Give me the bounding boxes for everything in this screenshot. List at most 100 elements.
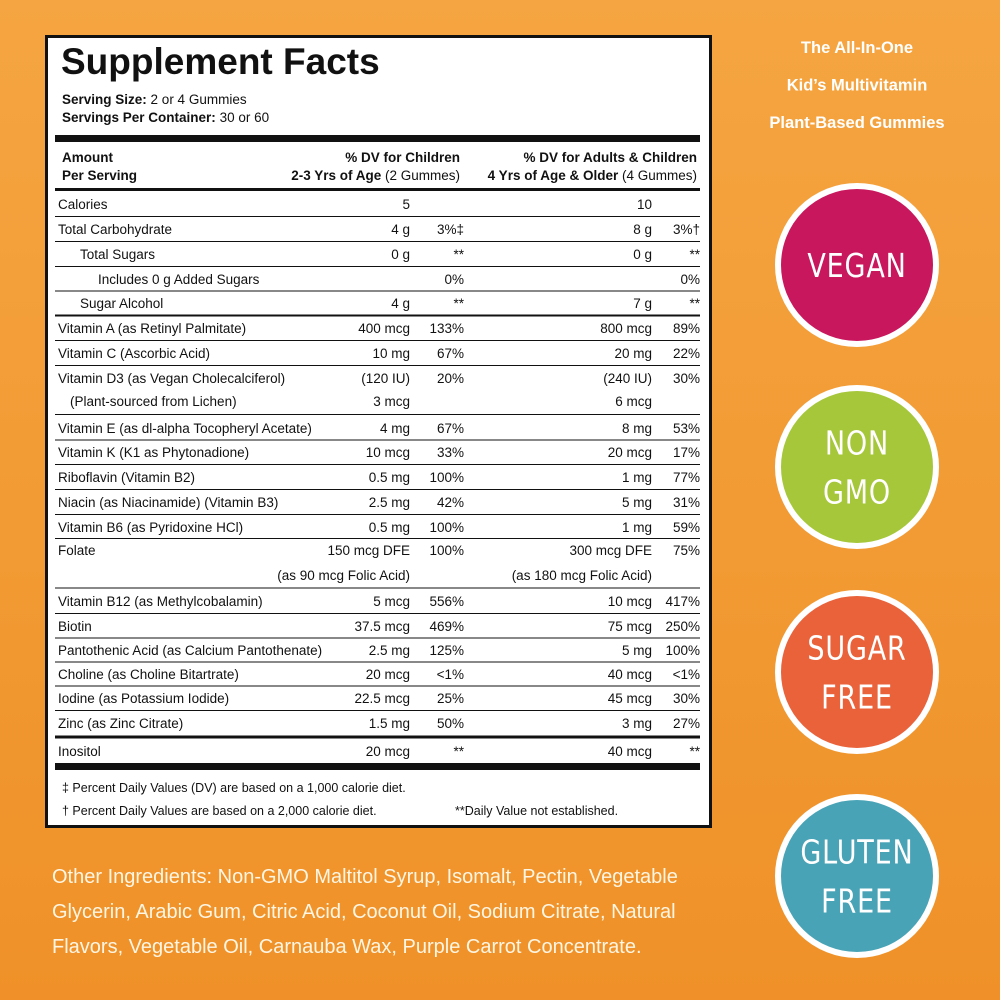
nutrient-adult-dv: 30% (673, 371, 700, 386)
footnote: ‡ Percent Daily Values (DV) are based on… (62, 781, 406, 795)
nutrient-adult-amount: 5 mg (622, 495, 652, 510)
ingredients-line: Glycerin, Arabic Gum, Citric Acid, Cocon… (52, 901, 676, 923)
nutrient-adult-dv: 89% (673, 321, 700, 336)
nutrient-child-amount: 3 mcg (373, 394, 410, 409)
row-rule (55, 685, 700, 687)
nutrient-child-amount: 10 mcg (366, 445, 410, 460)
badge-label: VEGAN (807, 247, 906, 285)
badge-label: NON (825, 425, 889, 463)
nutrient-adult-amount: 10 mcg (608, 594, 652, 609)
header-adults-dv: % DV for Adults & Children (523, 150, 697, 165)
tagline: Plant-Based Gummies (769, 114, 944, 132)
nutrient-child-amount: 10 mg (372, 346, 410, 361)
nutrient-child-amount: 4 g (391, 296, 410, 311)
nutrient-adult-dv: ** (689, 744, 700, 759)
nutrient-adult-amount: 7 g (633, 296, 652, 311)
row-rule (55, 587, 700, 589)
row-rule (55, 439, 700, 441)
nutrient-adult-dv: 77% (673, 470, 700, 485)
nutrient-child-dv: ** (453, 744, 464, 759)
nutrient-adult-dv: 417% (665, 594, 700, 609)
nutrient-child-amount: 1.5 mg (369, 716, 410, 731)
tagline: Kid’s Multivitamin (787, 77, 928, 95)
row-rule (55, 661, 700, 663)
nutrient-name: Inositol (58, 744, 101, 759)
nutrient-child-amount: 0 g (391, 247, 410, 262)
row-rule (55, 314, 700, 317)
nutrient-child-amount: 150 mcg DFE (327, 543, 410, 558)
adults-count: (4 Gummes) (622, 168, 697, 183)
nutrient-adult-dv: 3%† (673, 222, 700, 237)
nutrient-name: Vitamin C (Ascorbic Acid) (58, 346, 210, 361)
nutrient-child-amount: 5 (402, 197, 410, 212)
nutrient-adult-amount: 300 mcg DFE (569, 543, 652, 558)
facts-box (45, 35, 712, 828)
nutrient-adult-amount: (as 180 mcg Folic Acid) (512, 568, 652, 583)
children-count: (2 Gummes) (385, 168, 460, 183)
nutrient-child-amount: 20 mcg (366, 744, 410, 759)
nutrient-adult-amount: 40 mcg (608, 667, 652, 682)
nutrient-adult-amount: (240 IU) (603, 371, 652, 386)
nutrient-name: Biotin (58, 619, 92, 634)
badge-label: FREE (821, 679, 893, 717)
nutrient-child-amount: 0.5 mg (369, 470, 410, 485)
nutrient-name: Vitamin A (as Retinyl Palmitate) (58, 321, 246, 336)
nutrient-name: Total Sugars (80, 247, 155, 262)
nutrient-name: Niacin (as Niacinamide) (Vitamin B3) (58, 495, 278, 510)
badge-label: GMO (823, 474, 891, 512)
row-rule (55, 290, 700, 292)
nutrient-child-dv: 469% (429, 619, 464, 634)
row-rule (55, 414, 700, 415)
facts-rows: Calories 5 10 Total Carbohydrate 4 g 3%‡ 8 g 3%… (55, 197, 701, 759)
nutrient-child-amount: 400 mcg (358, 321, 410, 336)
header-children-age: 2-3 Yrs of Age (2 Gummes) (291, 168, 460, 183)
nutrient-adult-amount: 10 (637, 197, 652, 212)
nutrient-adult-amount: 40 mcg (608, 744, 652, 759)
nutrient-name: Total Carbohydrate (58, 222, 172, 237)
badge-label: SUGAR (807, 630, 906, 668)
nutrient-child-dv: 67% (437, 421, 464, 436)
nutrient-child-dv: 42% (437, 495, 464, 510)
nutrient-child-dv: 3%‡ (437, 222, 464, 237)
nutrient-adult-amount: 20 mcg (608, 445, 652, 460)
nutrient-name: Choline (as Choline Bitartrate) (58, 667, 239, 682)
nutrient-adult-amount: 6 mcg (615, 394, 652, 409)
ingredients: Other Ingredients: Non-GMO Maltitol Syru… (52, 866, 678, 958)
nutrient-child-amount: 5 mcg (373, 594, 410, 609)
nutrient-name: Includes 0 g Added Sugars (98, 272, 260, 287)
row-rule (55, 538, 700, 539)
nutrient-child-amount: 20 mcg (366, 667, 410, 682)
nutrient-adult-dv: 22% (673, 346, 700, 361)
nutrient-child-dv: 133% (429, 321, 464, 336)
nutrient-adult-amount: 3 mg (622, 716, 652, 731)
row-rule (55, 489, 700, 490)
nutrient-name: Calories (58, 197, 108, 212)
nutrient-name: Pantothenic Acid (as Calcium Pantothenat… (58, 643, 322, 658)
nutrient-child-dv: ** (453, 296, 464, 311)
nutrient-child-amount: 37.5 mcg (354, 619, 410, 634)
badge-circle (775, 590, 939, 754)
nutrient-adult-amount: 20 mg (614, 346, 652, 361)
servings: Servings Per Container: 30 or 60 (62, 110, 269, 125)
nutrient-adult-amount: 8 mg (622, 421, 652, 436)
row-rule (55, 340, 700, 341)
nutrient-adult-dv: 17% (673, 445, 700, 460)
nutrient-child-amount: 2.5 mg (369, 643, 410, 658)
nutrient-adult-amount: 1 mg (622, 470, 652, 485)
nutrient-adult-amount: 5 mg (622, 643, 652, 658)
ingredients-line: Flavors, Vegetable Oil, Carnauba Wax, Pu… (52, 936, 642, 958)
nutrient-adult-dv: 30% (673, 691, 700, 706)
nutrient-child-dv: 33% (437, 445, 464, 460)
serving-size: Serving Size: 2 or 4 Gummies (62, 92, 247, 107)
row-rule (55, 735, 700, 739)
header-children-dv: % DV for Children (345, 150, 460, 165)
header-per-serving: Per Serving (62, 168, 137, 183)
nutrient-child-amount: 4 g (391, 222, 410, 237)
nutrient-child-dv: 125% (429, 643, 464, 658)
adults-age: 4 Yrs of Age & Older (488, 168, 619, 183)
badge-circle (775, 183, 939, 347)
serving-size-value: 2 or 4 Gummies (151, 92, 247, 107)
nutrient-adult-amount: 0 g (633, 247, 652, 262)
